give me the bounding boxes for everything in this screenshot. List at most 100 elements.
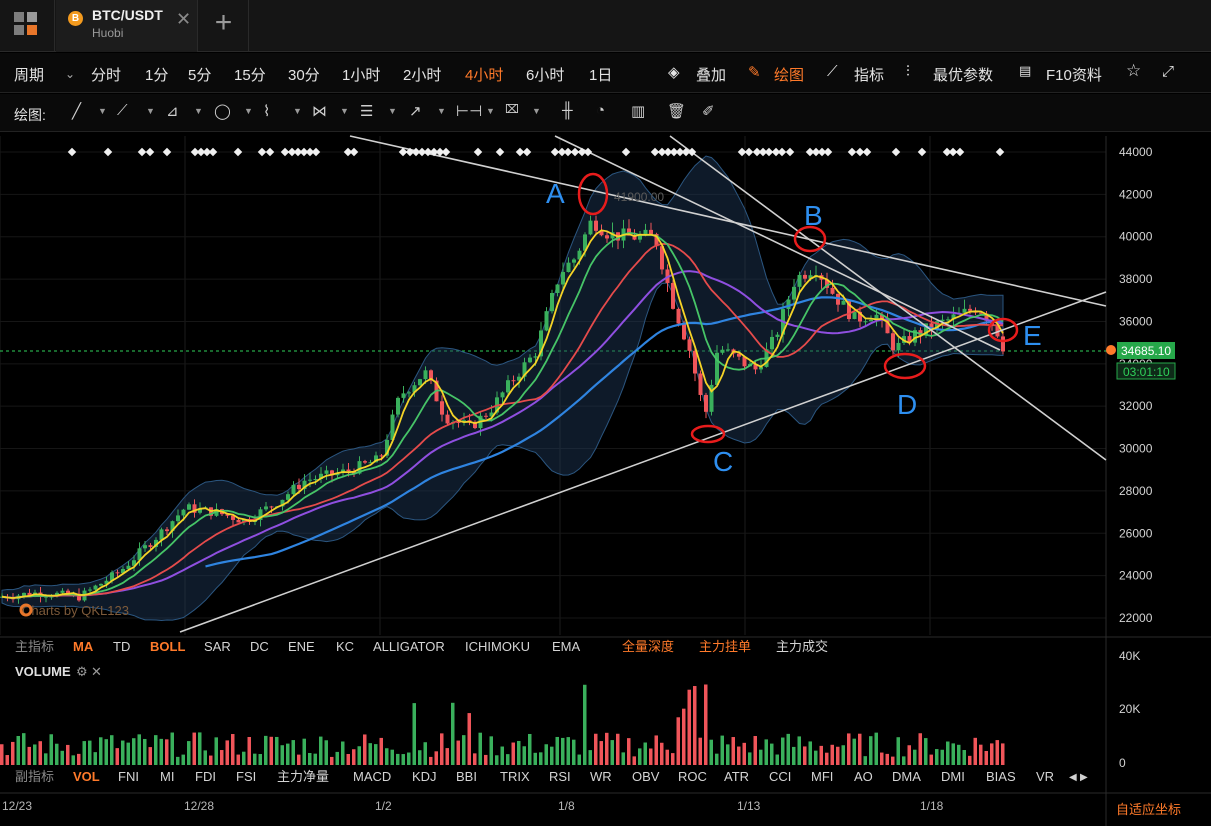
sub-indicator-0[interactable]: VOL [73, 769, 100, 784]
period-9[interactable]: 1日 [589, 67, 613, 84]
sub-indicator-2[interactable]: MI [160, 769, 174, 784]
point-circle[interactable] [793, 225, 827, 253]
sub-indicator-8[interactable]: BBI [456, 769, 477, 784]
sub-indicator-7[interactable]: KDJ [412, 769, 437, 784]
trend-line[interactable] [554, 135, 1001, 351]
point-circle[interactable] [883, 352, 927, 380]
adaptive-axis-button[interactable]: 自适应坐标 [1116, 802, 1181, 817]
caret-down-icon[interactable]: ▼ [98, 106, 107, 116]
point-label-4[interactable]: E [1023, 320, 1042, 351]
caret-down-icon[interactable]: ▼ [486, 106, 495, 116]
pencil-icon[interactable]: ✐ [702, 103, 715, 120]
star-icon[interactable]: ☆ [1126, 61, 1142, 80]
point-label-2[interactable]: C [713, 446, 733, 477]
main-indicator-5[interactable]: ENE [288, 639, 315, 654]
point-circle[interactable] [577, 172, 609, 216]
sub-indicator-3[interactable]: FDI [195, 769, 216, 784]
caret-down-icon[interactable]: ▼ [340, 106, 349, 116]
add-tab-button[interactable]: + [199, 0, 249, 52]
close-icon[interactable]: ✕ [176, 9, 192, 29]
sub-indicator-4[interactable]: FSI [236, 769, 256, 784]
trash-icon[interactable]: 🗑 [667, 103, 687, 120]
sub-indicator-19[interactable]: DMI [941, 769, 965, 784]
caret-down-icon[interactable]: ▼ [388, 106, 397, 116]
point-label-0[interactable]: A [546, 178, 565, 209]
time-axis[interactable]: 12/23 12/28 1/2 1/8 1/13 1/18 [2, 799, 944, 813]
sub-indicator-6[interactable]: MACD [353, 769, 391, 784]
scroll-right-icon[interactable]: ▶ [1080, 772, 1088, 783]
price-axis[interactable]: 4400042000400003800036000340003200030000… [1119, 145, 1153, 770]
point-label-3[interactable]: D [897, 389, 917, 420]
point-annotations[interactable]: A B C D E [546, 172, 1042, 477]
scroll-left-icon[interactable]: ◀ [1069, 772, 1077, 783]
best-params-button[interactable]: 最优参数 [933, 67, 994, 84]
point-circle[interactable] [690, 424, 726, 444]
main-indicator-7[interactable]: ALLIGATOR [373, 639, 445, 654]
sub-indicator-1[interactable]: FNI [118, 769, 139, 784]
trend-line[interactable] [179, 291, 1107, 633]
overlay-button[interactable]: 叠加 [696, 67, 727, 84]
wave-tool-icon[interactable]: ⌇ [263, 103, 271, 120]
draw-button[interactable]: 绘图 [774, 67, 805, 84]
period-3[interactable]: 15分 [234, 67, 266, 84]
f10-info-button[interactable]: F10资料 [1046, 67, 1102, 84]
caret-down-icon[interactable]: ▼ [146, 106, 155, 116]
sub-indicator-20[interactable]: BIAS [986, 769, 1016, 784]
settings-icon[interactable]: ⚙ [76, 664, 88, 679]
bar-tool-icon[interactable]: ▥ [631, 103, 646, 120]
main-indicator-9[interactable]: EMA [552, 639, 581, 654]
caret-down-icon[interactable]: ▼ [437, 106, 446, 116]
trend-line[interactable] [349, 135, 1107, 307]
sub-indicator-11[interactable]: WR [590, 769, 612, 784]
line-tool-icon[interactable]: ╱ [72, 103, 82, 120]
sub-indicator-16[interactable]: MFI [811, 769, 833, 784]
period-2[interactable]: 5分 [188, 67, 212, 84]
sub-indicator-5[interactable]: 主力净量 [277, 769, 329, 784]
main-indicator-2[interactable]: BOLL [150, 639, 185, 654]
point-label-1[interactable]: B [804, 200, 823, 231]
sub-indicator-14[interactable]: ATR [724, 769, 749, 784]
caret-down-icon[interactable]: ▼ [532, 106, 541, 116]
measure-tool-icon[interactable]: ⊢⊣ [456, 103, 483, 120]
sub-indicator-21[interactable]: VR [1036, 769, 1054, 784]
segment-tool-icon[interactable]: ⟋ [117, 102, 128, 119]
text-tool-icon[interactable]: ⌧ [505, 102, 519, 116]
period-1[interactable]: 1分 [145, 67, 169, 84]
caret-down-icon[interactable]: ▼ [194, 106, 203, 116]
channel-tool-icon[interactable]: ⊿ [166, 103, 179, 120]
period-7[interactable]: 4小时 [465, 67, 504, 84]
period-8[interactable]: 6小时 [526, 67, 565, 84]
main-extra-1[interactable]: 主力挂单 [699, 639, 751, 654]
pattern-tool-icon[interactable]: ⋈ [312, 103, 327, 120]
main-indicator-0[interactable]: MA [73, 639, 94, 654]
circle-tool-icon[interactable]: ◯ [214, 103, 231, 120]
sub-indicator-10[interactable]: RSI [549, 769, 571, 784]
layout-grid-button[interactable] [0, 0, 55, 52]
candle-tool-icon[interactable]: ╫ [562, 102, 573, 119]
indicator-button[interactable]: 指标 [854, 67, 885, 84]
arrow-tool-icon[interactable]: ↗ [409, 103, 422, 120]
sub-indicator-13[interactable]: ROC [678, 769, 707, 784]
sub-indicator-9[interactable]: TRIX [500, 769, 530, 784]
main-indicator-6[interactable]: KC [336, 639, 354, 654]
trend-line[interactable] [669, 135, 1107, 461]
pie-tool-icon[interactable]: ◔ [596, 102, 606, 119]
period-0[interactable]: 分时 [91, 67, 122, 84]
sub-indicator-15[interactable]: CCI [769, 769, 791, 784]
main-indicator-1[interactable]: TD [113, 639, 130, 654]
main-indicator-4[interactable]: DC [250, 639, 269, 654]
period-4[interactable]: 30分 [288, 67, 320, 84]
caret-down-icon[interactable]: ▼ [244, 106, 253, 116]
period-5[interactable]: 1小时 [342, 67, 381, 84]
main-extra-2[interactable]: 主力成交 [776, 639, 828, 654]
chevron-down-icon[interactable]: ⌄ [65, 67, 76, 81]
caret-down-icon[interactable]: ▼ [293, 106, 302, 116]
sub-indicator-18[interactable]: DMA [892, 769, 921, 784]
fib-tool-icon[interactable]: ☰ [360, 103, 374, 120]
main-extra-0[interactable]: 全量深度 [622, 639, 674, 654]
point-circle[interactable] [987, 317, 1019, 343]
sub-indicator-17[interactable]: AO [854, 769, 873, 784]
main-indicator-3[interactable]: SAR [204, 639, 231, 654]
symbol-tab[interactable]: B BTC/USDT Huobi ✕ [56, 0, 198, 52]
